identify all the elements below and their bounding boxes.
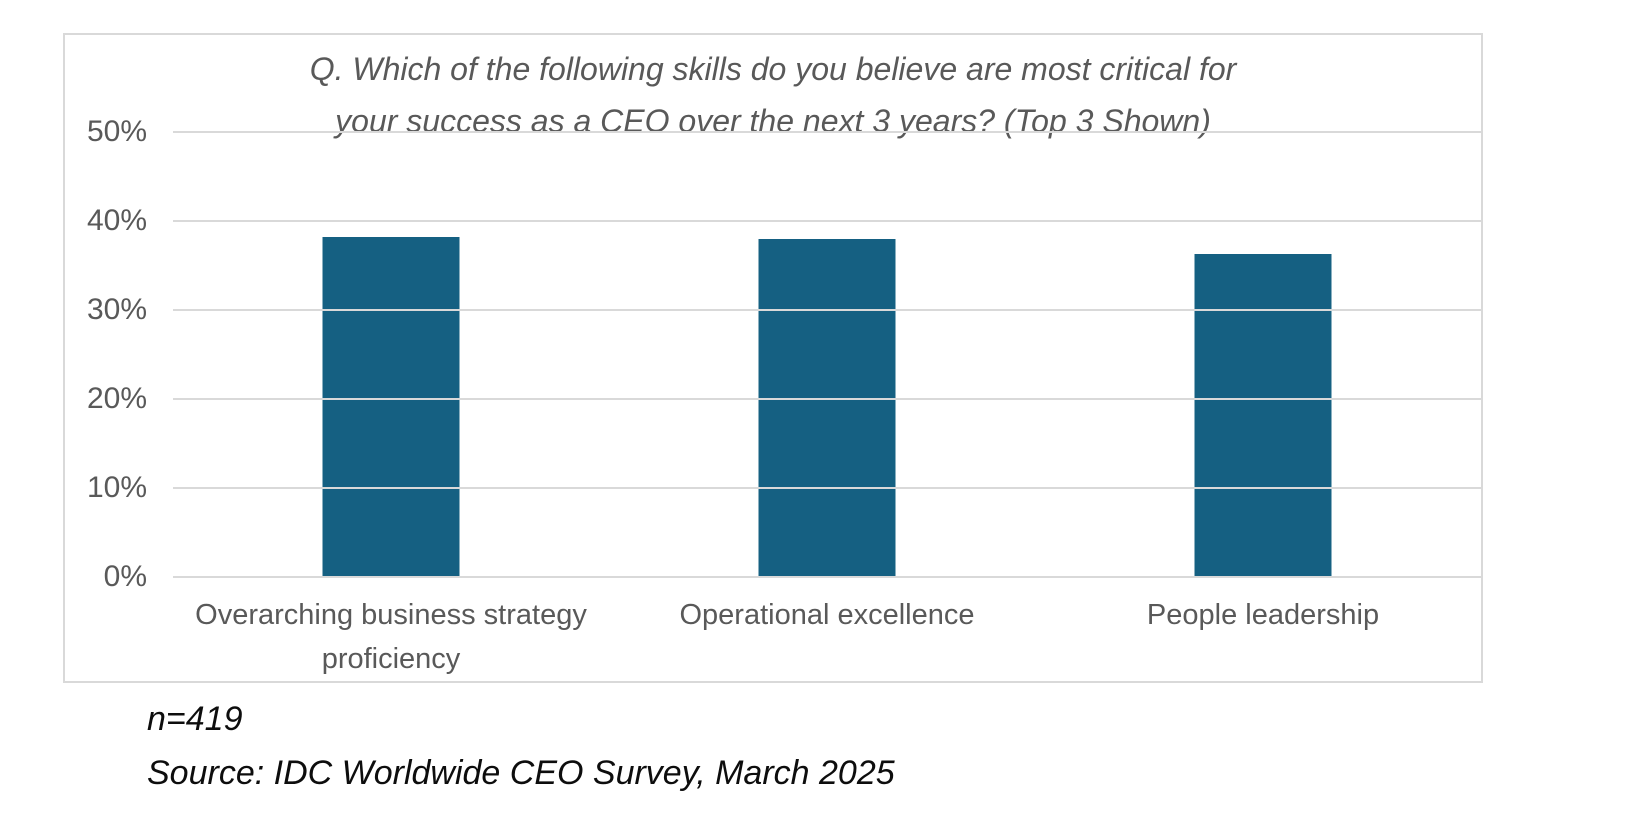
gridline (173, 487, 1481, 489)
sample-size-note: n=419 (147, 700, 243, 739)
x-axis-category-label: Operational excellence (609, 593, 1045, 681)
source-note: Source: IDC Worldwide CEO Survey, March … (147, 754, 895, 793)
x-axis-category-label: Overarching business strategy proficienc… (173, 593, 609, 681)
gridline (173, 309, 1481, 311)
plot-area (173, 132, 1481, 577)
y-axis-tick-label: 0% (104, 560, 147, 594)
bars-row (173, 132, 1481, 577)
y-axis-tick-label: 40% (87, 204, 147, 238)
y-axis-tick-label: 50% (87, 115, 147, 149)
y-axis-tick-label: 20% (87, 382, 147, 416)
y-axis-tick-label: 10% (87, 471, 147, 505)
bar-operational-excellence (759, 239, 896, 577)
bar-slot-operational-excellence (609, 132, 1045, 577)
gridline (173, 131, 1481, 133)
gridline (173, 220, 1481, 222)
gridline (173, 576, 1481, 578)
bar-slot-people-leadership (1045, 132, 1481, 577)
page: Q. Which of the following skills do you … (0, 0, 1640, 838)
gridline (173, 398, 1481, 400)
x-axis-category-label: People leadership (1045, 593, 1481, 681)
y-axis-tick-label: 30% (87, 293, 147, 327)
bar-slot-overarching-business-strategy-proficiency (173, 132, 609, 577)
y-axis: 50%40%30%20%10%0% (65, 132, 147, 577)
x-axis: Overarching business strategy proficienc… (173, 593, 1481, 681)
bar-people-leadership (1195, 254, 1332, 577)
chart-area: Q. Which of the following skills do you … (63, 33, 1483, 683)
bar-overarching-business-strategy-proficiency (323, 237, 460, 577)
chart-title-line-1: Q. Which of the following skills do you … (65, 43, 1481, 95)
